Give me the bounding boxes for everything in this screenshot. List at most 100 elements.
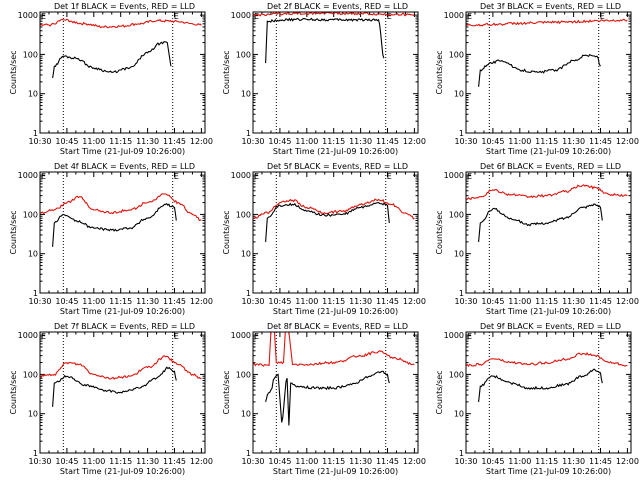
x-tick-label: 10:30 <box>28 297 51 306</box>
x-tick-label: 10:30 <box>28 137 51 146</box>
y-tick-label: 1000 <box>444 11 464 20</box>
y-axis-label: Counts/sec <box>435 50 444 94</box>
y-tick-label: 10 <box>241 250 251 259</box>
x-tick-label: 10:30 <box>241 297 264 306</box>
marker-label: E <box>387 332 392 341</box>
x-axis-label: Start Time (21-Jul-09 10:26:00) <box>273 467 398 476</box>
marker-label: E <box>174 332 179 341</box>
y-tick-label: 1 <box>33 449 38 458</box>
x-tick-label: 11:45 <box>589 297 612 306</box>
x-tick-label: 10:30 <box>454 457 477 466</box>
lld-series-line <box>253 12 415 17</box>
plot-frame <box>465 331 632 454</box>
y-tick-label: 1 <box>33 289 38 298</box>
marker-label: E <box>600 172 605 181</box>
x-tick-label: 11:45 <box>376 297 399 306</box>
x-tick-label: 11:30 <box>562 297 585 306</box>
chart-panel: Det 5f BLACK = Events, RED = LLD Counts/s… <box>222 162 426 316</box>
events-series-line <box>265 202 390 242</box>
marker-label: E <box>254 332 259 341</box>
chart-panel: Det 3f BLACK = Events, RED = LLD Counts/s… <box>435 2 639 156</box>
plot-frame <box>465 171 632 294</box>
x-tick-label: 11:30 <box>349 137 372 146</box>
marker-label: E <box>467 12 472 21</box>
x-tick-label: 10:45 <box>268 137 291 146</box>
y-tick-label: 100 <box>23 210 38 219</box>
y-tick-label: 100 <box>236 370 251 379</box>
y-tick-label: 100 <box>23 370 38 379</box>
x-axis-label: Start Time (21-Jul-09 10:26:00) <box>60 147 185 156</box>
chart-panel: Det 7f BLACK = Events, RED = LLD Counts/s… <box>9 322 213 476</box>
x-tick-label: 11:00 <box>82 457 105 466</box>
x-tick-label: 11:30 <box>136 297 159 306</box>
marker-label: E <box>174 12 179 21</box>
x-tick-label: 10:30 <box>241 457 264 466</box>
x-tick-label: 11:45 <box>376 137 399 146</box>
x-tick-label: 10:45 <box>481 457 504 466</box>
x-tick-label: 11:30 <box>136 137 159 146</box>
x-tick-label: 10:30 <box>28 457 51 466</box>
y-axis-label: Counts/sec <box>9 50 18 94</box>
x-tick-label: 12:00 <box>616 457 639 466</box>
x-tick-label: 10:45 <box>481 297 504 306</box>
y-tick-label: 10 <box>28 410 38 419</box>
y-tick-label: 1 <box>246 289 251 298</box>
x-tick-label: 11:30 <box>562 457 585 466</box>
x-tick-label: 12:00 <box>403 137 426 146</box>
x-tick-label: 12:00 <box>403 297 426 306</box>
marker-label: E <box>254 12 259 21</box>
y-tick-label: 100 <box>236 210 251 219</box>
chart-panel: Det 8f BLACK = Events, RED = LLD Counts/s… <box>222 322 426 476</box>
x-tick-label: 11:00 <box>82 297 105 306</box>
x-tick-label: 10:30 <box>454 297 477 306</box>
x-tick-label: 11:00 <box>508 457 531 466</box>
x-tick-label: 11:15 <box>109 297 132 306</box>
x-tick-label: 11:15 <box>322 457 345 466</box>
y-tick-label: 1000 <box>18 171 38 180</box>
x-tick-label: 11:00 <box>508 297 531 306</box>
x-tick-label: 11:15 <box>109 137 132 146</box>
chart-title: Det 9f BLACK = Events, RED = LLD <box>480 322 621 331</box>
y-axis-label: Counts/sec <box>222 370 231 414</box>
x-tick-label: 11:15 <box>535 297 558 306</box>
lld-series-line <box>466 351 628 368</box>
x-axis-label: Start Time (21-Jul-09 10:26:00) <box>486 147 611 156</box>
x-tick-label: 11:45 <box>589 137 612 146</box>
x-tick-label: 12:00 <box>190 457 213 466</box>
y-tick-label: 100 <box>23 50 38 59</box>
events-series-line <box>52 202 177 247</box>
y-tick-label: 10 <box>28 90 38 99</box>
x-tick-label: 12:00 <box>616 137 639 146</box>
x-tick-label: 11:15 <box>322 297 345 306</box>
x-tick-label: 11:45 <box>589 457 612 466</box>
x-tick-label: 11:00 <box>82 137 105 146</box>
marker-label: E <box>600 12 605 21</box>
y-axis-label: Counts/sec <box>435 370 444 414</box>
marker-label: E <box>467 172 472 181</box>
marker-label: E <box>387 172 392 181</box>
marker-label: E <box>41 172 46 181</box>
events-series-line <box>52 366 177 407</box>
x-tick-label: 10:45 <box>268 297 291 306</box>
lld-series-line <box>253 198 415 220</box>
x-tick-label: 11:15 <box>322 137 345 146</box>
x-tick-label: 10:45 <box>481 137 504 146</box>
x-tick-label: 12:00 <box>190 137 213 146</box>
lld-series-line <box>40 193 202 222</box>
y-tick-label: 10 <box>28 250 38 259</box>
x-tick-label: 10:30 <box>241 137 264 146</box>
chart-panel: Det 2f BLACK = Events, RED = LLD Counts/s… <box>222 2 426 156</box>
y-axis-label: Counts/sec <box>222 210 231 254</box>
plot-frame <box>39 11 206 134</box>
marker-label: E <box>387 12 392 21</box>
y-tick-label: 1 <box>246 129 251 138</box>
y-tick-label: 1 <box>459 129 464 138</box>
y-tick-label: 100 <box>449 210 464 219</box>
x-axis-label: Start Time (21-Jul-09 10:26:00) <box>60 467 185 476</box>
x-tick-label: 11:00 <box>295 457 318 466</box>
chart-title: Det 7f BLACK = Events, RED = LLD <box>54 322 195 331</box>
x-tick-label: 11:45 <box>376 457 399 466</box>
x-tick-label: 12:00 <box>190 297 213 306</box>
y-axis-label: Counts/sec <box>435 210 444 254</box>
